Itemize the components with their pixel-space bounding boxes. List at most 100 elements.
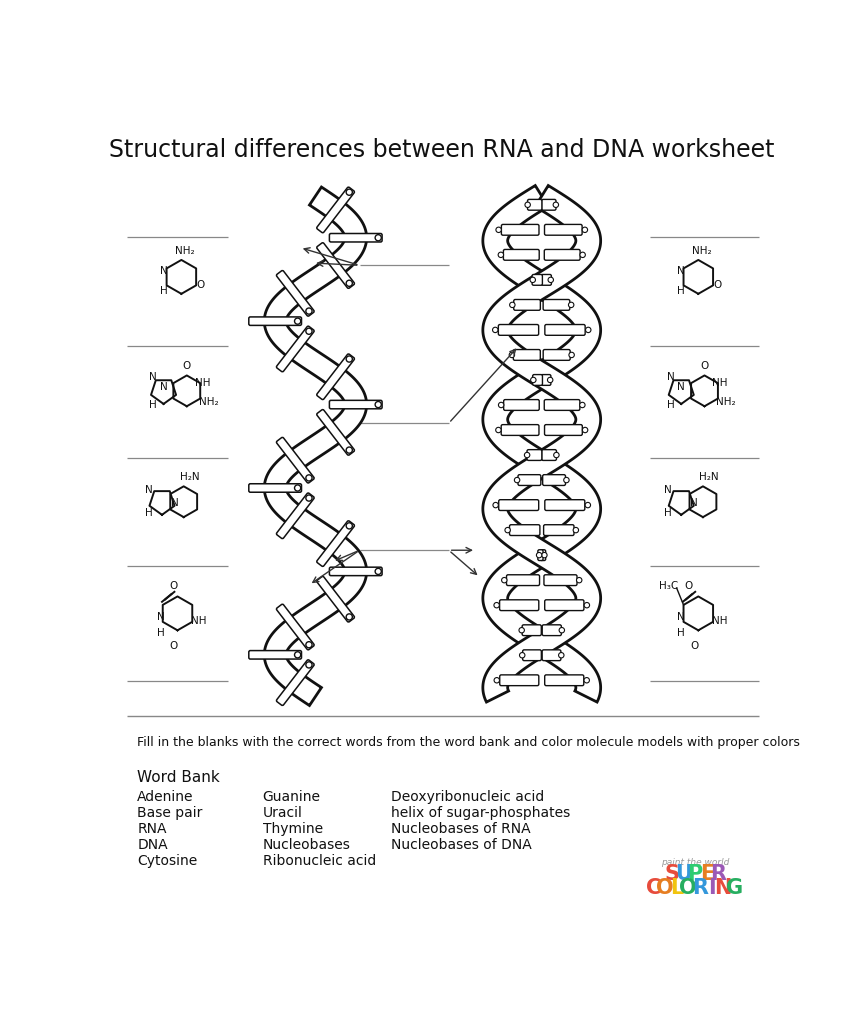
FancyBboxPatch shape bbox=[531, 274, 542, 286]
Text: NH₂: NH₂ bbox=[715, 397, 735, 408]
FancyBboxPatch shape bbox=[532, 375, 542, 385]
Text: I: I bbox=[707, 879, 715, 898]
Text: Adenine: Adenine bbox=[137, 790, 194, 804]
Text: O: O bbox=[678, 879, 697, 898]
FancyBboxPatch shape bbox=[503, 250, 539, 260]
Circle shape bbox=[495, 427, 500, 433]
Circle shape bbox=[501, 578, 506, 583]
Text: paint the world: paint the world bbox=[660, 857, 728, 866]
Circle shape bbox=[523, 453, 530, 458]
Text: Uracil: Uracil bbox=[263, 806, 302, 820]
FancyBboxPatch shape bbox=[276, 437, 313, 483]
Circle shape bbox=[568, 352, 573, 357]
Circle shape bbox=[505, 527, 510, 532]
FancyBboxPatch shape bbox=[542, 625, 561, 636]
Circle shape bbox=[493, 602, 499, 608]
Text: Fill in the blanks with the correct words from the word bank and color molecule : Fill in the blanks with the correct word… bbox=[137, 736, 799, 750]
Text: H: H bbox=[677, 286, 684, 296]
FancyBboxPatch shape bbox=[499, 600, 538, 610]
FancyBboxPatch shape bbox=[517, 475, 540, 485]
FancyBboxPatch shape bbox=[276, 493, 313, 539]
Circle shape bbox=[346, 523, 352, 529]
FancyBboxPatch shape bbox=[543, 524, 573, 536]
Circle shape bbox=[498, 252, 503, 257]
Text: H₂N: H₂N bbox=[698, 472, 718, 482]
FancyBboxPatch shape bbox=[522, 650, 541, 660]
Text: NH: NH bbox=[711, 378, 727, 388]
FancyBboxPatch shape bbox=[537, 550, 542, 560]
Text: H: H bbox=[157, 628, 164, 638]
FancyBboxPatch shape bbox=[541, 274, 551, 286]
FancyBboxPatch shape bbox=[500, 425, 538, 435]
Circle shape bbox=[547, 377, 552, 383]
Text: RNA: RNA bbox=[137, 822, 166, 836]
Circle shape bbox=[582, 427, 587, 433]
Text: H: H bbox=[149, 399, 157, 410]
FancyBboxPatch shape bbox=[541, 375, 550, 385]
Circle shape bbox=[346, 613, 352, 620]
FancyBboxPatch shape bbox=[544, 600, 583, 610]
Text: U: U bbox=[674, 864, 691, 885]
FancyBboxPatch shape bbox=[249, 316, 301, 326]
Circle shape bbox=[581, 227, 587, 232]
Text: DNA: DNA bbox=[137, 838, 168, 852]
Circle shape bbox=[306, 328, 312, 334]
Circle shape bbox=[579, 252, 585, 257]
Circle shape bbox=[584, 602, 589, 608]
Text: N: N bbox=[145, 485, 152, 496]
Circle shape bbox=[583, 678, 589, 683]
Text: O: O bbox=[170, 582, 177, 592]
Text: O: O bbox=[183, 361, 190, 372]
Text: Cytosine: Cytosine bbox=[137, 854, 197, 868]
Circle shape bbox=[294, 318, 300, 325]
Circle shape bbox=[524, 202, 530, 208]
Text: H₂N: H₂N bbox=[180, 472, 200, 482]
FancyBboxPatch shape bbox=[249, 483, 301, 493]
Text: N: N bbox=[689, 499, 697, 508]
FancyBboxPatch shape bbox=[543, 399, 579, 411]
Circle shape bbox=[495, 227, 501, 232]
FancyBboxPatch shape bbox=[542, 475, 565, 485]
Text: H: H bbox=[160, 286, 168, 296]
FancyBboxPatch shape bbox=[503, 399, 539, 411]
Circle shape bbox=[553, 453, 559, 458]
Text: H: H bbox=[664, 508, 672, 518]
Circle shape bbox=[294, 485, 300, 492]
Circle shape bbox=[518, 628, 523, 633]
FancyBboxPatch shape bbox=[506, 574, 539, 586]
FancyBboxPatch shape bbox=[316, 577, 354, 622]
FancyBboxPatch shape bbox=[526, 450, 542, 461]
FancyBboxPatch shape bbox=[276, 326, 313, 372]
Circle shape bbox=[541, 552, 547, 558]
FancyBboxPatch shape bbox=[316, 354, 354, 399]
Text: NH: NH bbox=[191, 616, 207, 626]
Circle shape bbox=[514, 477, 519, 482]
Circle shape bbox=[585, 328, 591, 333]
FancyBboxPatch shape bbox=[276, 604, 313, 650]
FancyBboxPatch shape bbox=[544, 325, 585, 335]
Text: S: S bbox=[664, 864, 678, 885]
Circle shape bbox=[306, 308, 312, 314]
Text: Guanine: Guanine bbox=[263, 790, 320, 804]
Text: C: C bbox=[645, 879, 660, 898]
FancyBboxPatch shape bbox=[513, 349, 540, 360]
FancyBboxPatch shape bbox=[541, 200, 555, 210]
FancyBboxPatch shape bbox=[509, 524, 539, 536]
Circle shape bbox=[294, 651, 300, 657]
Text: helix of sugar-phosphates: helix of sugar-phosphates bbox=[390, 806, 569, 820]
Circle shape bbox=[492, 328, 498, 333]
Text: P: P bbox=[687, 864, 702, 885]
Text: N: N bbox=[666, 372, 673, 382]
Text: Nucleobases: Nucleobases bbox=[263, 838, 350, 852]
Text: O: O bbox=[196, 280, 205, 290]
Circle shape bbox=[530, 278, 535, 283]
Circle shape bbox=[375, 234, 381, 241]
FancyBboxPatch shape bbox=[541, 450, 556, 461]
Text: O: O bbox=[655, 879, 673, 898]
Text: N: N bbox=[159, 382, 167, 392]
FancyBboxPatch shape bbox=[316, 187, 354, 232]
FancyBboxPatch shape bbox=[501, 224, 538, 236]
Circle shape bbox=[498, 402, 504, 408]
Text: H₃C: H₃C bbox=[659, 582, 678, 592]
Text: O: O bbox=[690, 641, 697, 650]
